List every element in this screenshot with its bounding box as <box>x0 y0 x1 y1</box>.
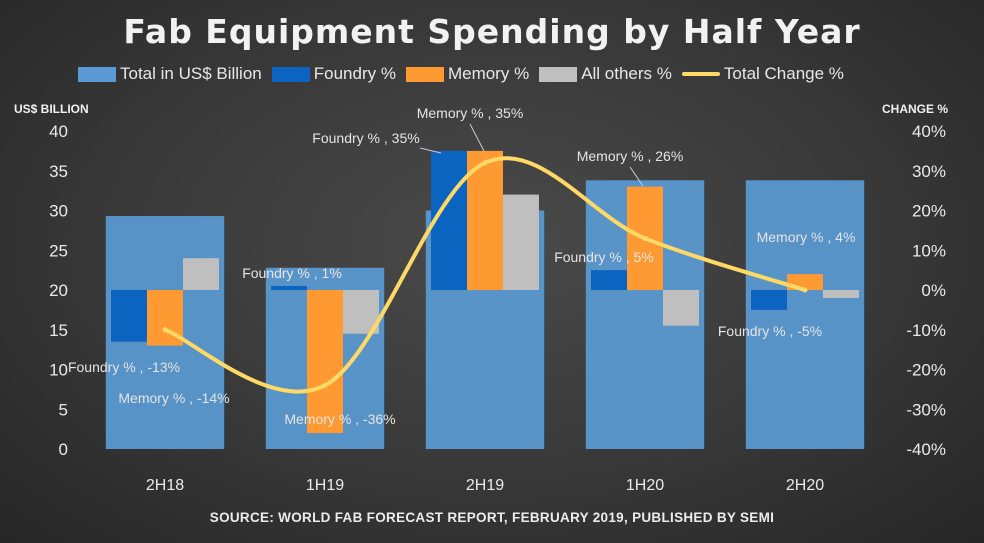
legend-label-total: Total in US$ Billion <box>120 64 262 83</box>
left-axis-tick: 40 <box>49 122 68 141</box>
data-label: Memory % , 26% <box>577 148 684 164</box>
right-axis-tick: 10% <box>912 241 946 260</box>
others-bar <box>183 258 219 290</box>
foundry-bar <box>591 270 627 290</box>
legend-swatch-memory <box>405 66 444 82</box>
data-label: Foundry % , -5% <box>718 323 822 339</box>
legend-swatch-total-change <box>681 72 720 76</box>
data-label: Memory % , 4% <box>757 229 856 245</box>
left-axis-tick: 0 <box>59 440 68 459</box>
total-bar <box>745 180 865 450</box>
category-label: 2H19 <box>466 477 504 494</box>
data-label: Memory % , 35% <box>417 105 524 121</box>
others-bar <box>663 290 699 326</box>
right-axis-tick: 20% <box>912 202 946 221</box>
foundry-bar <box>271 286 307 290</box>
data-label: Memory % , -14% <box>118 390 229 406</box>
foundry-bar <box>431 150 467 290</box>
right-axis-tick: -10% <box>906 321 946 340</box>
category-label: 2H20 <box>786 477 824 494</box>
chart-legend: Total in US$ Billion Foundry % Memory % … <box>78 64 854 84</box>
left-axis-tick: 35 <box>49 162 68 181</box>
left-axis-tick: 5 <box>59 400 68 419</box>
total-change-point <box>482 160 488 166</box>
total-change-line <box>163 156 807 394</box>
memory-bar <box>307 290 343 434</box>
left-axis-title: US$ BILLION <box>14 102 89 116</box>
data-label: Foundry % , -13% <box>68 359 180 375</box>
others-bar <box>503 194 539 290</box>
right-axis-title: CHANGE % <box>882 102 949 116</box>
right-axis-tick: -30% <box>906 400 946 419</box>
total-change-point <box>162 327 168 333</box>
right-axis-tick: 40% <box>912 122 946 141</box>
legend-item-others: All others % <box>539 64 672 84</box>
legend-item-total-change: Total Change % <box>681 64 844 84</box>
leader-line <box>629 166 644 187</box>
others-bar <box>823 290 859 298</box>
foundry-bar <box>111 290 147 342</box>
memory-bar <box>467 150 503 290</box>
chart-title: Fab Equipment Spending by Half Year <box>123 12 861 51</box>
legend-item-total: Total in US$ Billion <box>78 64 262 84</box>
total-change-point <box>802 287 808 293</box>
legend-item-foundry: Foundry % <box>271 64 396 84</box>
left-axis-tick: 25 <box>49 241 68 260</box>
legend-label-total-change: Total Change % <box>723 64 844 83</box>
right-axis-tick: -20% <box>906 361 946 380</box>
data-label: Foundry % , 35% <box>312 130 419 146</box>
right-axis-tick: 30% <box>912 162 946 181</box>
category-label: 2H18 <box>146 477 184 494</box>
source-note: SOURCE: WORLD FAB FORECAST REPORT, FEBRU… <box>209 510 775 525</box>
left-axis-tick: 10 <box>49 361 68 380</box>
left-axis-tick: 20 <box>49 281 68 300</box>
data-label: Foundry % , 5% <box>554 249 654 265</box>
right-axis-tick: 0% <box>921 281 946 300</box>
total-change-point <box>642 235 648 241</box>
legend-swatch-total <box>78 66 116 82</box>
legend-swatch-foundry <box>271 66 310 82</box>
category-label: 1H20 <box>626 477 664 494</box>
data-label: Foundry % , 1% <box>242 265 342 281</box>
foundry-bar <box>751 290 787 310</box>
leader-line <box>419 147 442 154</box>
total-change-point <box>322 382 328 388</box>
legend-label-memory: Memory % <box>447 64 530 83</box>
legend-label-foundry: Foundry % <box>313 64 396 83</box>
left-axis-tick: 30 <box>49 202 68 221</box>
legend-swatch-others <box>539 66 578 82</box>
right-axis-tick: -40% <box>906 440 946 459</box>
legend-item-memory: Memory % <box>405 64 530 84</box>
legend-label-others: All others % <box>581 64 672 83</box>
left-axis-tick: 15 <box>49 321 68 340</box>
category-label: 1H19 <box>306 477 344 494</box>
data-label: Memory % , -36% <box>284 411 395 427</box>
leader-line <box>469 123 485 152</box>
